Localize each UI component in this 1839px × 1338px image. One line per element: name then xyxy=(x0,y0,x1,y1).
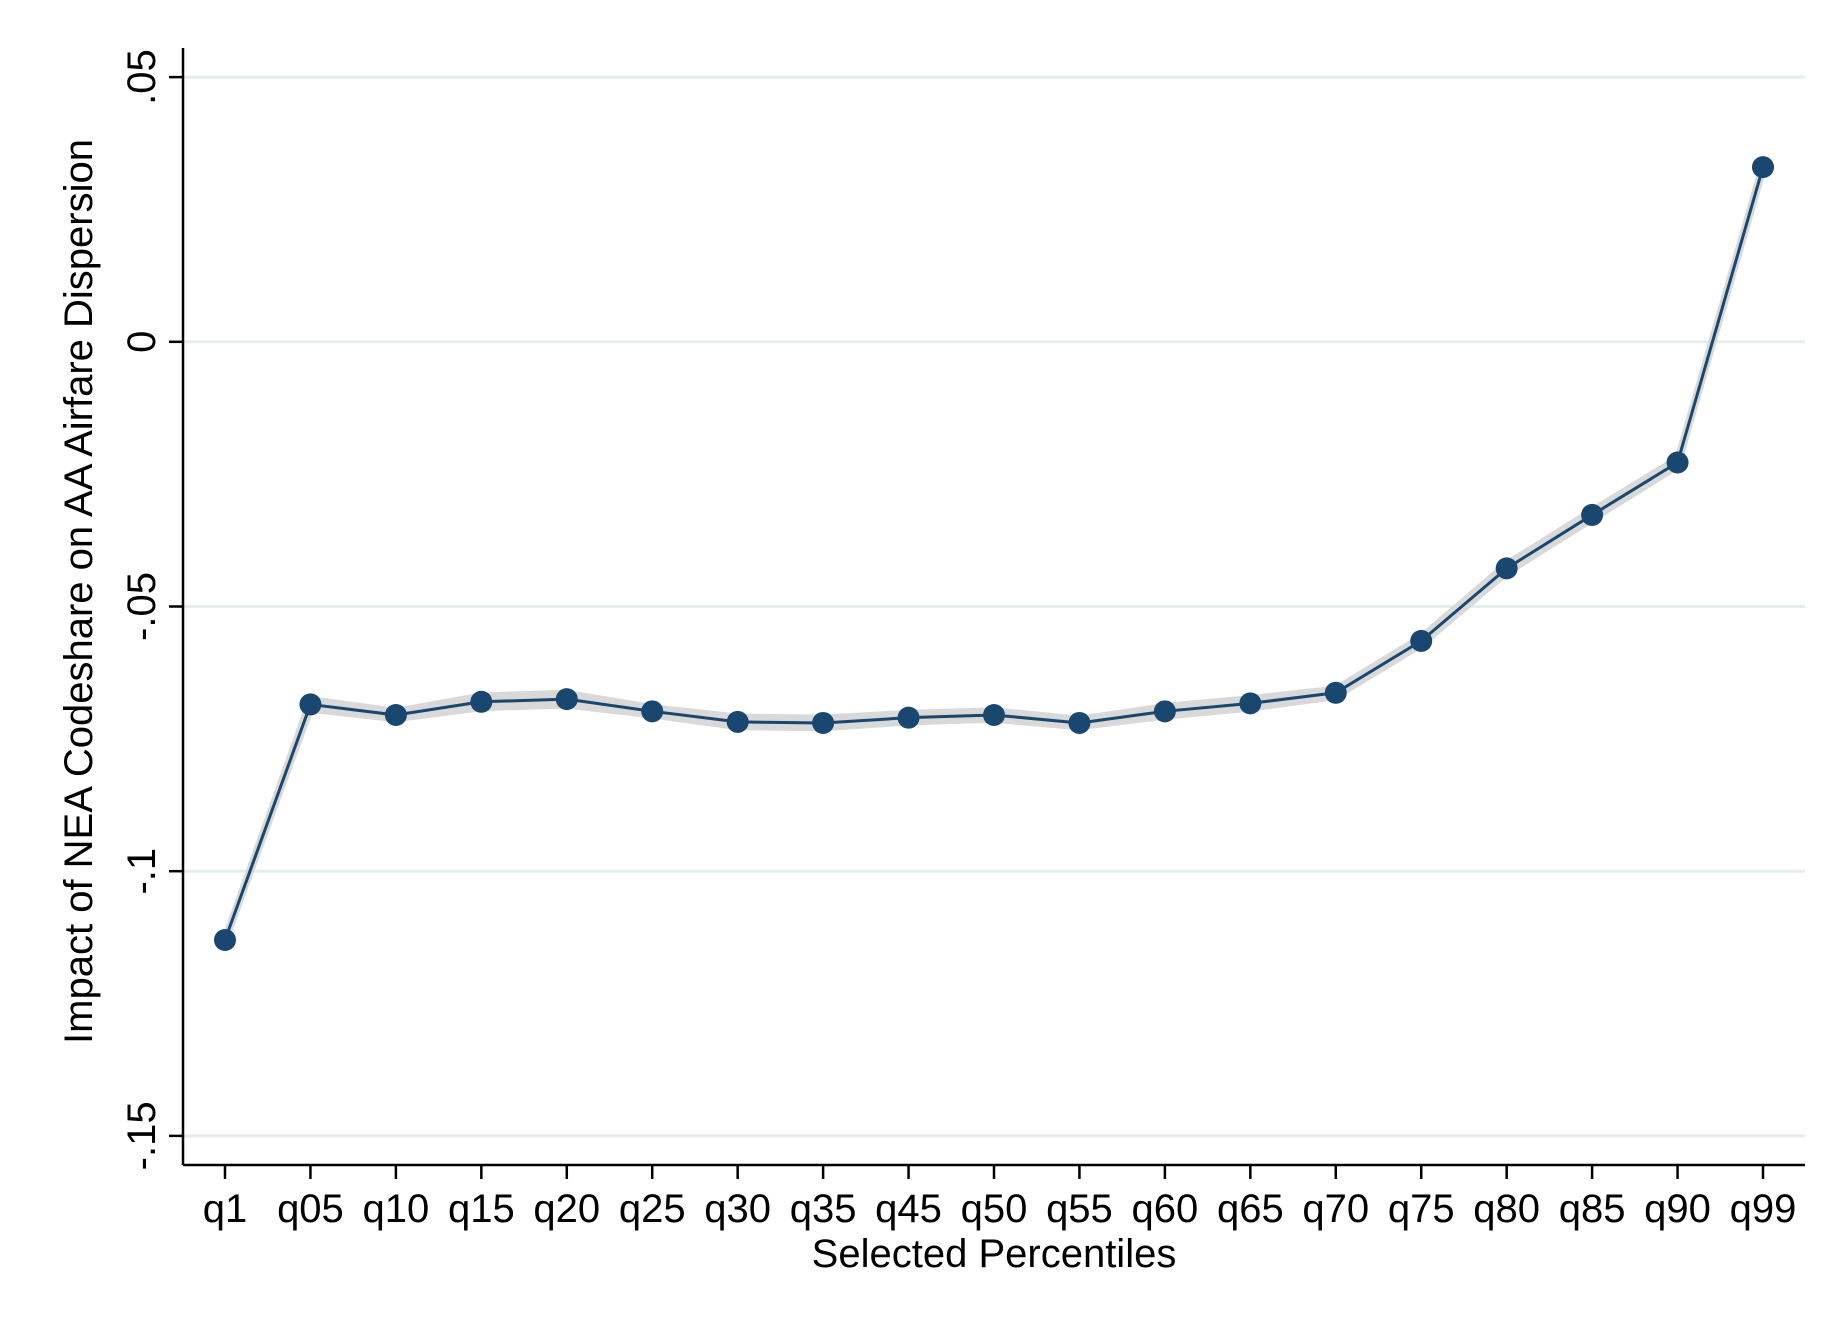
x-tick-label-q1: q1 xyxy=(203,1187,248,1231)
data-point-q30 xyxy=(726,710,749,733)
data-point-q50 xyxy=(983,704,1005,727)
data-point-q60 xyxy=(1153,700,1176,723)
x-tick-label-q75: q75 xyxy=(1388,1187,1455,1231)
data-point-q25 xyxy=(641,700,664,723)
x-tick-label-q15: q15 xyxy=(448,1187,515,1231)
y-axis-title: Impact of NEA Codeshare on AA Airfare Di… xyxy=(57,139,101,1044)
x-axis-ticks: q1 q05 q10 q15 q20 q25 q30 q35 q45 q50 q55 q60 q65 q7… xyxy=(203,1165,1797,1231)
x-tick-label-q70: q70 xyxy=(1302,1187,1369,1231)
data-point-q45 xyxy=(897,706,920,729)
data-point-q35 xyxy=(812,711,835,734)
y-tick-label-0: .05 xyxy=(120,49,164,105)
x-tick-label-q05: q05 xyxy=(277,1187,344,1231)
x-tick-label-q30: q30 xyxy=(704,1187,771,1231)
y-tick-label-2: -.05 xyxy=(120,572,164,641)
data-point-q10 xyxy=(384,704,407,727)
data-point-q90 xyxy=(1666,451,1689,474)
x-tick-label-q45: q45 xyxy=(875,1187,942,1231)
data-point-q65 xyxy=(1239,692,1262,715)
data-points xyxy=(214,156,1774,952)
data-point-q85 xyxy=(1581,503,1604,526)
x-tick-label-q35: q35 xyxy=(790,1187,857,1231)
x-tick-label-q65: q65 xyxy=(1217,1187,1284,1231)
x-tick-label-q85: q85 xyxy=(1559,1187,1626,1231)
x-tick-label-q55: q55 xyxy=(1046,1187,1113,1231)
x-tick-label-q50: q50 xyxy=(961,1187,1028,1231)
x-tick-label-q80: q80 xyxy=(1473,1187,1540,1231)
x-tick-label-q10: q10 xyxy=(363,1187,430,1231)
y-tick-label-1: 0 xyxy=(120,331,164,353)
data-point-q20 xyxy=(555,688,578,711)
y-tick-label-4: -.15 xyxy=(120,1101,164,1170)
x-tick-label-q20: q20 xyxy=(533,1187,600,1231)
data-point-q1 xyxy=(214,929,236,952)
data-point-q75 xyxy=(1410,629,1433,652)
data-point-q70 xyxy=(1324,681,1347,704)
grid-lines xyxy=(183,75,1805,1138)
data-point-q80 xyxy=(1495,557,1518,580)
x-tick-label-q99: q99 xyxy=(1730,1187,1797,1231)
x-tick-label-q60: q60 xyxy=(1132,1187,1199,1231)
y-axis-ticks: .05 0 -.05 -.1 -.15 xyxy=(120,49,183,1170)
y-tick-label-3: -.1 xyxy=(120,848,164,895)
data-point-q15 xyxy=(470,690,493,713)
data-point-q05 xyxy=(299,693,322,716)
x-axis-title: Selected Percentiles xyxy=(812,1232,1177,1276)
data-point-q99 xyxy=(1752,156,1774,179)
x-tick-label-q90: q90 xyxy=(1644,1187,1711,1231)
x-tick-label-q25: q25 xyxy=(619,1187,686,1231)
data-point-q55 xyxy=(1068,711,1091,734)
